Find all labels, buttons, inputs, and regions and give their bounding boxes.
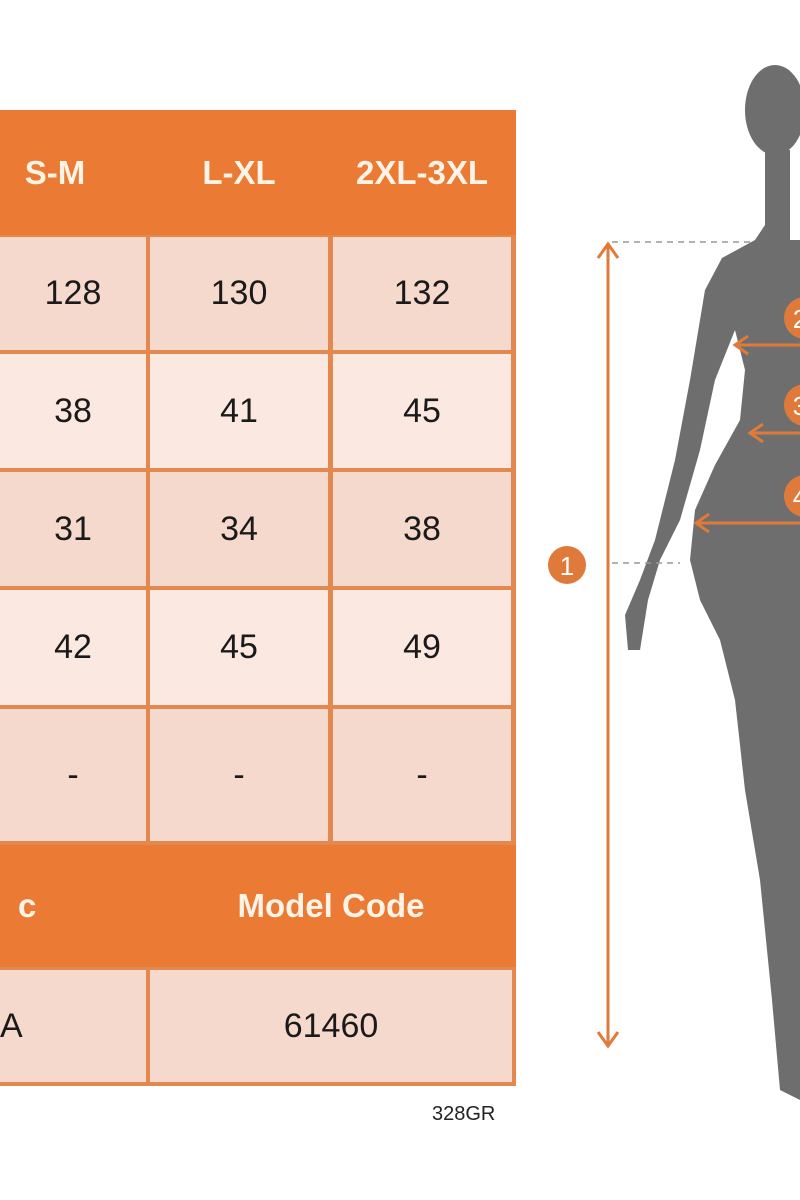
guide-lines [612, 241, 755, 564]
table-cell: 128 [0, 237, 146, 350]
table-cell: 38 [0, 354, 146, 468]
marker-2: 2 [784, 297, 800, 339]
table-cell: 45 [150, 590, 328, 705]
marker-1: 1 [548, 546, 586, 584]
svg-text:3: 3 [793, 391, 800, 421]
size-header-2xl-3xl: 2XL-3XL [355, 153, 489, 191]
table-cell: 45 [333, 354, 511, 468]
size-header-l-xl: L-XL [202, 153, 276, 191]
size-chart-table: S-M L-XL 2XL-3XL 128 130 132 38 41 45 31… [0, 110, 516, 1086]
table-cell: 34 [150, 472, 328, 586]
info-header-row [0, 845, 516, 967]
info-header-model-code: Model Code [237, 887, 425, 924]
svg-text:1: 1 [560, 551, 574, 581]
marker-3: 3 [784, 384, 800, 426]
model-code-value: 61460 [150, 970, 512, 1082]
table-cell: - [333, 709, 511, 841]
table-cell: 49 [333, 590, 511, 705]
size-header-row [0, 110, 516, 235]
silhouette [625, 65, 800, 1100]
table-cell: 38 [333, 472, 511, 586]
table-cell: - [150, 709, 328, 841]
svg-text:2: 2 [793, 304, 800, 334]
table-cell: 41 [150, 354, 328, 468]
body-measurement-figure: 1 2 3 4 [548, 65, 800, 1100]
size-header-s-m: S-M [24, 153, 86, 191]
table-cell: 130 [150, 237, 328, 350]
table-cell: 132 [333, 237, 511, 350]
fabric-value: A [0, 970, 146, 1082]
svg-text:4: 4 [793, 482, 800, 512]
product-code-label: 328GR [432, 1103, 496, 1125]
table-cell: 42 [0, 590, 146, 705]
height-arrow [596, 241, 620, 1049]
info-header-fabric: c [18, 887, 37, 924]
width-arrows [693, 334, 800, 534]
marker-4: 4 [784, 475, 800, 517]
table-cell: 31 [0, 472, 146, 586]
table-cell: - [0, 709, 146, 841]
